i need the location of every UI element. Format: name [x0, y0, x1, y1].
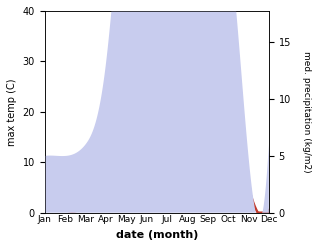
Y-axis label: max temp (C): max temp (C) — [7, 78, 17, 145]
Y-axis label: med. precipitation (kg/m2): med. precipitation (kg/m2) — [302, 51, 311, 173]
X-axis label: date (month): date (month) — [115, 230, 198, 240]
